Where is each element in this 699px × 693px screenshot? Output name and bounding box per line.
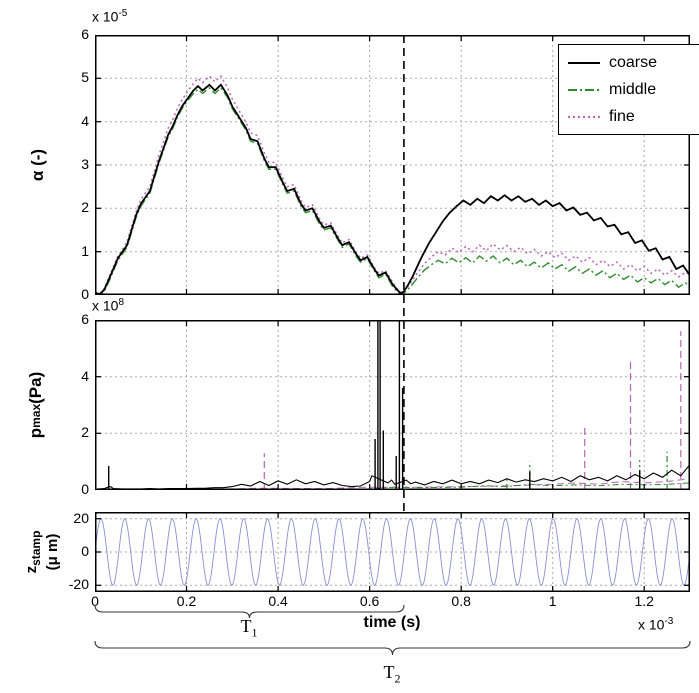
legend-line-sample xyxy=(568,61,600,64)
legend-label: coarse xyxy=(609,53,658,71)
zstamp-plot-area xyxy=(95,512,690,592)
y-tick-label: 6 xyxy=(81,26,89,42)
x-tick-label: 0.6 xyxy=(359,593,380,609)
y-tick-label: 2 xyxy=(81,199,89,216)
x-axis-exponent: x 10-3 xyxy=(638,616,673,633)
x-tick-label: 0.4 xyxy=(268,593,288,609)
y-tick-label: 3 xyxy=(81,156,89,172)
series-zstamp xyxy=(95,518,690,586)
exponent-value: 8 xyxy=(118,297,125,308)
legend-line-sample xyxy=(568,115,600,118)
t2-text: T xyxy=(383,662,395,682)
pmax-y-axis-label: p max (Pa) xyxy=(24,295,48,515)
y-tick-label: 2 xyxy=(81,424,89,441)
legend-item-coarse: coarse xyxy=(567,49,691,76)
x-tick-label: 0.8 xyxy=(451,593,471,609)
alpha-axis-exponent: x 10-5 xyxy=(92,8,127,25)
x-tick-label: 1.2 xyxy=(634,593,654,609)
x-axis-label: time (s) xyxy=(363,614,421,631)
exponent-prefix: x 10 xyxy=(638,616,665,633)
t1-annotation: T1 xyxy=(229,616,269,641)
exponent-prefix: x 10 xyxy=(92,8,119,25)
pmax-plot-area xyxy=(95,320,690,490)
zstamp-label-sub: stamp xyxy=(28,530,43,566)
y-tick-label: -20 xyxy=(68,576,89,593)
series-coarse xyxy=(95,83,690,295)
x-tick-label: 1 xyxy=(548,593,557,609)
zstamp-label-main: zstamp xyxy=(23,531,44,574)
pmax-axis-exponent: x 108 xyxy=(92,297,124,314)
legend-item-middle: middle xyxy=(567,76,691,103)
exponent-prefix: x 10 xyxy=(92,297,119,314)
legend-item-fine: fine xyxy=(567,103,691,130)
y-tick-label: 6 xyxy=(81,311,89,327)
legend-line-sample xyxy=(568,88,600,91)
y-tick-label: 4 xyxy=(81,367,89,384)
zstamp-label-z: z xyxy=(22,565,40,574)
t2-sub: 2 xyxy=(394,671,401,686)
t1-sub: 1 xyxy=(251,625,258,640)
t1-text: T xyxy=(240,616,252,636)
series-middle xyxy=(95,482,690,490)
exponent-value: -5 xyxy=(118,8,128,19)
alpha-y-axis-label: α (-) xyxy=(26,35,50,295)
y-tick-label: 0 xyxy=(81,481,89,497)
pmax-label-unit: (Pa) xyxy=(26,371,45,404)
series-fine xyxy=(95,75,690,295)
x-tick-label: 0.2 xyxy=(176,593,197,609)
y-tick-label: 1 xyxy=(81,242,89,259)
y-tick-label: 0 xyxy=(81,286,89,302)
legend: coarse middle fine xyxy=(558,44,699,135)
y-tick-label: 0 xyxy=(81,543,89,559)
legend-label: middle xyxy=(609,80,657,98)
y-tick-label: 5 xyxy=(81,69,89,86)
t2-annotation: T2 xyxy=(372,662,412,687)
series-fine xyxy=(95,478,690,490)
series-middle xyxy=(95,86,690,295)
pmax-label-main: p xyxy=(26,427,45,439)
y-tick-label: 4 xyxy=(81,112,89,129)
exponent-value: -3 xyxy=(664,616,674,627)
y-tick-label: 20 xyxy=(73,509,89,526)
t2-brace xyxy=(94,640,691,656)
legend-label: fine xyxy=(609,107,635,125)
x-tick-label: 0 xyxy=(91,593,99,609)
pmax-label-sub: max xyxy=(29,403,43,428)
alpha-y-axis-label-text: α (-) xyxy=(28,148,47,182)
